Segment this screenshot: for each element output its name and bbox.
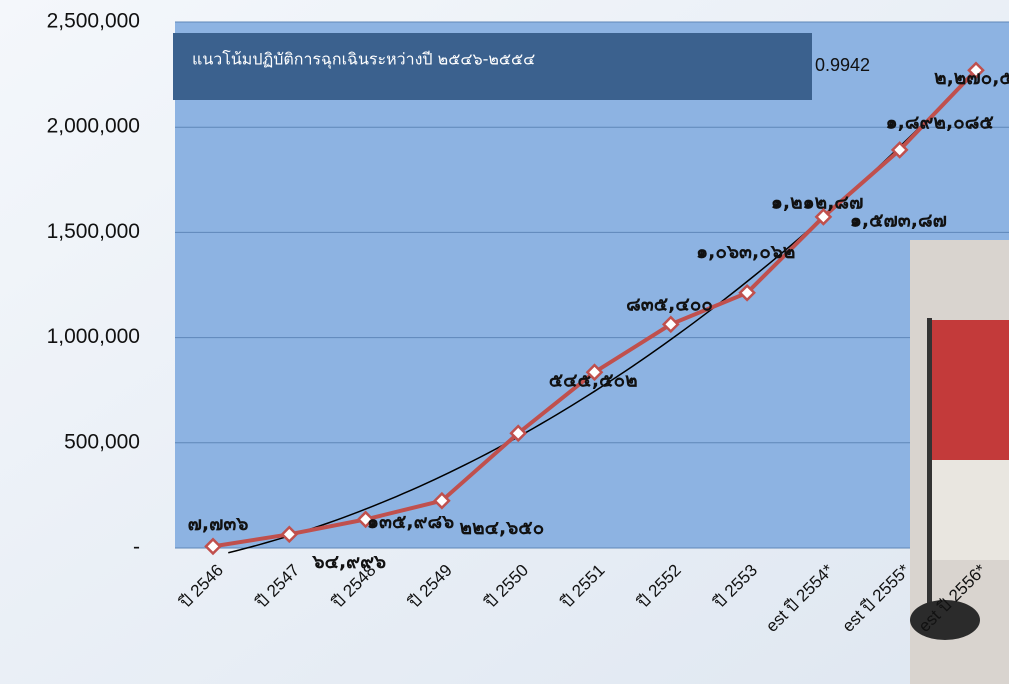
data-label: ๑๓๕,๙๘๖	[367, 511, 454, 533]
chart-title: แนวโน้มปฏิบัติการฉุกเฉินระหว่างปี ๒๕๔๖-๒…	[192, 50, 535, 70]
annotation: 0.9942	[815, 55, 870, 75]
data-label: ๒๒๔,๖๕๐	[460, 517, 545, 539]
data-label: ๑,๐๖๓,๐๖๒	[696, 241, 795, 263]
data-label: ๑,๘๙๒,๐๘๕	[886, 111, 994, 133]
y-tick-label: 1,500,000	[47, 220, 140, 243]
plot-area	[175, 22, 1009, 548]
y-tick-label: 1,000,000	[47, 325, 140, 348]
data-label: ๗,๗๓๖	[188, 513, 249, 535]
y-tick-label: 2,500,000	[47, 10, 140, 33]
data-label: ๒,๒๗๐,๕๐๒	[934, 67, 1009, 89]
chart: แนวโน้มปฏิบัติการฉุกเฉินระหว่างปี ๒๕๔๖-๒…	[0, 0, 1009, 684]
y-tick-label: 2,000,000	[47, 115, 140, 138]
y-tick-label: -	[133, 536, 140, 559]
data-label: ๑,๕๗๓,๘๗	[850, 209, 947, 231]
data-label: ๘๓๕,๔๐๐	[626, 294, 713, 316]
y-tick-label: 500,000	[64, 430, 140, 453]
